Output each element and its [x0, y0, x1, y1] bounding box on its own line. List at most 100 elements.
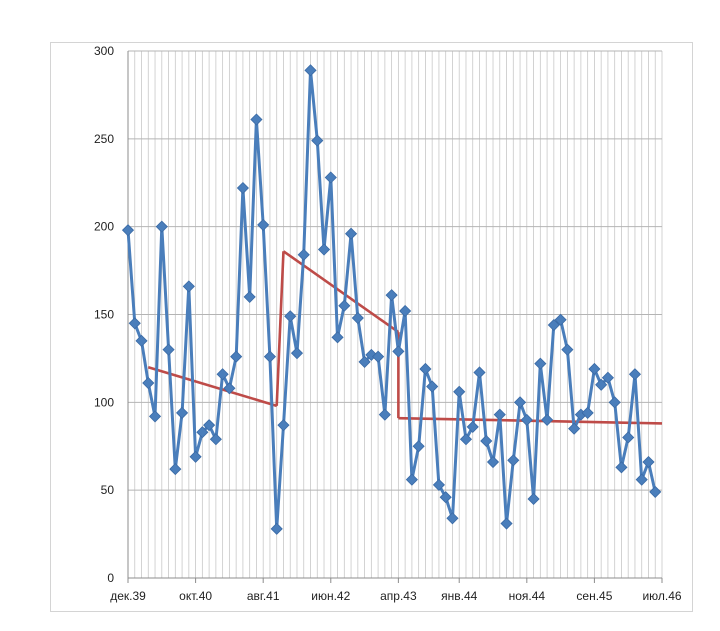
data-point-marker	[223, 382, 236, 395]
data-point-marker	[459, 433, 473, 446]
data-point-marker	[378, 408, 391, 421]
data-point-marker	[446, 512, 459, 525]
data-point-marker	[601, 371, 614, 384]
axes	[127, 51, 662, 579]
data-point-marker	[162, 343, 175, 356]
y-tick-label: 50	[101, 483, 115, 497]
data-point-marker	[351, 311, 364, 325]
data-point-marker	[473, 366, 486, 379]
x-tick-label: апр.43	[380, 589, 417, 603]
y-tick-label: 150	[94, 308, 114, 322]
x-tick-label: июл.46	[642, 589, 681, 603]
data-point-marker	[439, 491, 452, 504]
data-point-marker	[480, 434, 493, 448]
data-point-marker	[331, 331, 344, 344]
data-point-marker	[358, 355, 371, 368]
data-point-marker	[372, 350, 385, 363]
data-point-marker	[513, 396, 527, 409]
data-point-marker	[635, 473, 648, 486]
data-point-marker	[507, 454, 520, 467]
data-point-marker	[277, 419, 290, 432]
data-point-marker	[182, 280, 195, 293]
data-point-marker	[176, 406, 189, 419]
x-tick-labels: дек.39 окт.40 авг.41 июн.42 апр.43 янв.44 ноя.…	[110, 578, 682, 603]
data-point-marker	[419, 362, 432, 376]
data-point-marker	[581, 406, 594, 419]
data-point-marker	[203, 419, 216, 432]
y-tick-label: 0	[107, 571, 114, 585]
data-point-marker	[135, 334, 148, 347]
data-point-marker	[466, 420, 479, 433]
data-point-marker	[148, 410, 162, 423]
data-point-marker	[121, 224, 135, 237]
data-point-marker	[568, 422, 581, 435]
data-point-marker	[243, 290, 256, 303]
data-point-marker	[453, 385, 466, 398]
data-point-marker	[338, 299, 351, 312]
data-point-marker	[169, 463, 182, 476]
data-point-marker	[554, 313, 567, 326]
data-point-marker	[392, 345, 405, 358]
data-point-marker	[412, 440, 425, 453]
data-point-marker	[500, 517, 513, 530]
data-point-marker	[615, 461, 628, 474]
data-point-marker	[263, 350, 277, 363]
chart-frame: 0 50 100 150 200 250 300 дек.39 окт.40 авг.41 июн…	[50, 42, 693, 612]
data-point-marker	[344, 227, 358, 240]
x-tick-label: ноя.44	[509, 589, 546, 603]
data-point-marker	[236, 181, 249, 195]
data-point-marker	[628, 368, 642, 381]
data-point-marker	[196, 426, 209, 439]
x-tick-label: июн.42	[311, 589, 350, 603]
x-tick-label: сен.45	[576, 589, 612, 603]
data-point-marker	[486, 455, 500, 469]
data-point-marker	[426, 380, 439, 393]
trend-segment	[147, 365, 278, 408]
data-point-marker	[189, 450, 202, 463]
data-point-marker	[311, 134, 324, 147]
data-point-marker	[405, 473, 418, 486]
y-tick-label: 250	[94, 132, 114, 146]
data-point-marker	[649, 485, 662, 498]
data-point-marker	[128, 317, 141, 330]
data-point-marker	[155, 220, 168, 233]
data-point-marker	[250, 113, 263, 126]
data-point-marker	[547, 318, 560, 332]
data-point-marker	[608, 396, 621, 409]
data-point-marker	[588, 362, 601, 376]
x-tick-label: янв.44	[441, 589, 478, 603]
data-point-marker	[324, 171, 337, 184]
data-point-marker	[270, 522, 283, 535]
data-series	[121, 64, 662, 535]
data-point-marker	[541, 413, 554, 426]
data-point-marker	[284, 310, 297, 323]
data-point-marker	[317, 243, 331, 256]
data-point-marker	[297, 248, 310, 261]
data-point-marker	[432, 478, 446, 491]
trend-connector	[275, 251, 285, 406]
y-tick-label: 300	[94, 44, 114, 58]
y-tick-label: 200	[94, 220, 114, 234]
data-point-marker	[304, 64, 317, 77]
data-point-marker	[257, 218, 270, 231]
x-tick-label: окт.40	[179, 589, 212, 603]
y-tick-label: 100	[94, 395, 114, 409]
data-point-marker	[142, 376, 155, 390]
data-point-marker	[290, 347, 304, 360]
data-point-marker	[642, 455, 655, 469]
data-point-marker	[399, 304, 412, 318]
data-point-marker	[561, 343, 574, 356]
data-point-marker	[385, 289, 398, 302]
data-point-marker	[216, 368, 229, 381]
data-point-marker	[534, 357, 547, 370]
line-chart: 0 50 100 150 200 250 300 дек.39 окт.40 авг.41 июн…	[94, 44, 682, 603]
y-tick-labels: 0 50 100 150 200 250 300	[94, 44, 114, 585]
data-point-marker	[209, 433, 222, 446]
data-point-marker	[493, 408, 506, 421]
data-point-marker	[595, 378, 608, 391]
data-point-marker	[230, 350, 243, 363]
x-tick-label: дек.39	[110, 589, 146, 603]
data-point-marker	[622, 431, 635, 444]
data-point-marker	[527, 492, 540, 506]
data-point-marker	[520, 413, 533, 426]
